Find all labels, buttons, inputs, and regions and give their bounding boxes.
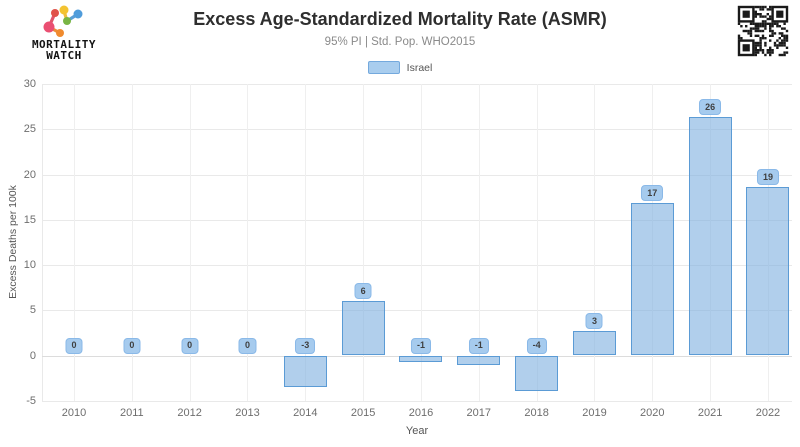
bar-2020 — [630, 203, 674, 356]
bar-2018 — [515, 355, 559, 391]
legend-label: Israel — [406, 61, 433, 74]
bar-value-label-2016: -1 — [410, 337, 431, 354]
bar-value-label-2012: 0 — [181, 337, 199, 354]
logo-text-line1: MORTALITY — [31, 38, 97, 51]
bar-value-label-2018: -4 — [526, 337, 547, 354]
bar-value-label-2011: 0 — [123, 337, 141, 354]
logo-molecule-icon — [43, 5, 83, 37]
bar-value-label-2013: 0 — [238, 337, 256, 354]
x-tick-label-2021: 2021 — [697, 406, 723, 419]
bar-value-label-2021: 26 — [699, 99, 722, 116]
bar-2021 — [688, 117, 732, 356]
bar-value-label-2010: 0 — [65, 337, 83, 354]
gridline-y-15 — [42, 219, 792, 221]
y-axis-line — [42, 84, 43, 401]
x-tick-label-2013: 2013 — [235, 406, 260, 419]
bar-2019 — [572, 331, 616, 356]
x-tick-label-2015: 2015 — [350, 406, 376, 419]
x-tick-label-2018: 2018 — [524, 406, 549, 419]
gridline-y-30 — [42, 84, 792, 85]
y-axis-title: Excess Deaths per 100k — [7, 185, 19, 300]
x-tick-label-2022: 2022 — [755, 406, 781, 419]
x-tick-label-2010: 2010 — [61, 406, 87, 419]
bar-2016 — [399, 355, 443, 362]
y-tick-label-15: 15 — [23, 213, 36, 226]
bar-2015 — [341, 301, 385, 356]
x-tick-label-2011: 2011 — [120, 406, 144, 419]
gridline-x-2013 — [247, 84, 249, 401]
gridline-x-2016 — [420, 84, 422, 401]
y-tick-label-5: 5 — [29, 304, 36, 317]
bar-2017 — [457, 355, 501, 365]
x-tick-label-2014: 2014 — [293, 406, 318, 419]
gridline-x-2012 — [189, 84, 191, 401]
legend-item-israel[interactable]: Israel — [367, 61, 433, 74]
chart-legend: Israel — [0, 61, 800, 74]
x-tick-label-2020: 2020 — [640, 406, 665, 419]
gridline-x-2014 — [305, 84, 307, 401]
bar-value-label-2015: 6 — [354, 283, 372, 300]
x-tick-label-2012: 2012 — [177, 406, 202, 419]
bar-2022 — [746, 187, 790, 356]
y-tick-label-20: 20 — [23, 168, 36, 181]
gridline-y-25 — [42, 129, 792, 131]
x-tick-label-2016: 2016 — [408, 406, 434, 419]
mortality-watch-logo[interactable]: MORTALITY WATCH — [12, 5, 116, 61]
gridline-x-2011 — [131, 84, 133, 401]
bar-value-label-2019: 3 — [585, 313, 603, 330]
y-tick-label--5: -5 — [26, 394, 36, 407]
gridline-x-2017 — [478, 84, 480, 401]
gridline-y-5 — [42, 310, 792, 312]
gridline-y-10 — [42, 265, 792, 266]
x-axis-title: Year — [405, 424, 429, 437]
legend-swatch-icon — [367, 61, 400, 74]
gridline-x-2019 — [594, 84, 596, 401]
gridline-y-20 — [42, 174, 792, 176]
gridline-x-2015 — [363, 84, 365, 401]
bar-value-label-2022: 19 — [756, 169, 779, 186]
gridline-y--5 — [42, 400, 792, 402]
logo-text-line2: WATCH — [46, 49, 82, 62]
bar-value-label-2017: -1 — [468, 337, 489, 354]
gridline-x-2018 — [536, 84, 538, 401]
x-tick-label-2019: 2019 — [582, 406, 607, 419]
y-tick-label-0: 0 — [29, 349, 36, 362]
bar-value-label-2020: 17 — [641, 185, 664, 202]
x-tick-label-2017: 2017 — [466, 406, 492, 419]
y-tick-label-10: 10 — [23, 259, 36, 271]
qr-code — [736, 4, 790, 58]
bar-2014 — [283, 355, 327, 388]
bar-value-label-2014: -3 — [295, 337, 316, 354]
y-tick-label-25: 25 — [23, 123, 36, 136]
y-tick-label-30: 30 — [23, 78, 36, 90]
gridline-x-2010 — [74, 84, 75, 401]
